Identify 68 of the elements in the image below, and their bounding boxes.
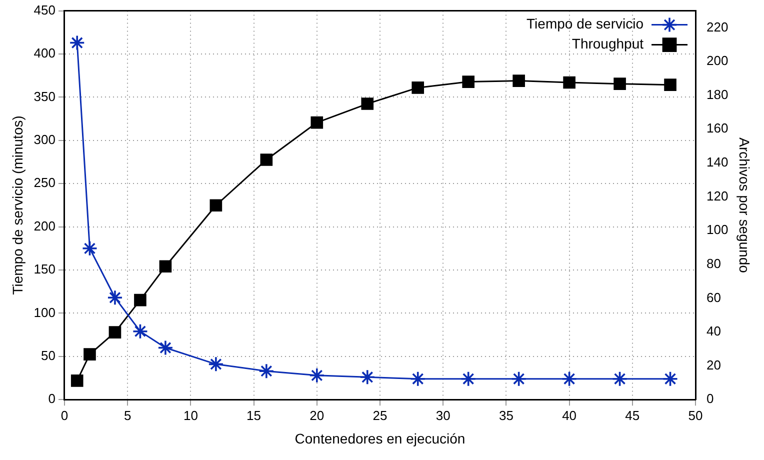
y-tick-label: 250 — [34, 175, 56, 190]
legend-label: Throughput — [572, 36, 644, 52]
point — [258, 363, 274, 379]
point — [70, 374, 84, 387]
y2-tick-label: 180 — [706, 86, 728, 102]
point — [208, 356, 224, 372]
y2-tick-label: 140 — [706, 154, 728, 170]
point — [614, 78, 626, 90]
point — [563, 76, 576, 89]
y-tick-label: 0 — [48, 391, 56, 406]
point — [460, 370, 476, 387]
y-tick-label: 50 — [41, 348, 56, 363]
point — [512, 74, 525, 87]
x-tick-label: 25 — [372, 408, 388, 423]
y2-tick-label: 60 — [706, 290, 721, 305]
y-tick-label: 200 — [34, 218, 56, 234]
point — [662, 370, 678, 387]
point — [132, 323, 148, 340]
y-tick-label: 450 — [34, 2, 56, 18]
legend-label: Tiempo de servicio — [526, 16, 644, 32]
point — [69, 34, 86, 51]
x-tick-label: 30 — [436, 408, 450, 423]
y2-tick-label: 200 — [706, 53, 728, 68]
point — [359, 369, 376, 386]
y2-tick-label: 100 — [706, 222, 728, 238]
y-tick-label: 400 — [34, 46, 56, 61]
point — [612, 370, 628, 387]
y2-tick-label: 160 — [706, 120, 728, 136]
point — [561, 370, 578, 387]
point — [107, 290, 123, 306]
x-tick-label: 45 — [625, 408, 640, 423]
x-tick-label: 0 — [60, 408, 68, 423]
y2-tick-label: 40 — [706, 324, 721, 339]
x-tick-label: 15 — [246, 408, 262, 423]
point — [82, 240, 98, 256]
point — [462, 76, 474, 88]
x-tick-label: 35 — [498, 408, 514, 423]
point — [361, 98, 374, 110]
y-axis-title: Tiempo de servicio (minutos) — [9, 116, 26, 295]
x-axis-title: Contenedores en ejecución — [294, 430, 466, 446]
point — [108, 326, 122, 338]
point — [210, 199, 222, 212]
x-tick-label: 10 — [183, 408, 198, 423]
point — [664, 78, 676, 91]
point — [410, 370, 426, 387]
y2-tick-label: 220 — [706, 19, 728, 34]
y-tick-label: 150 — [34, 262, 56, 277]
y2-axis-title: Archivos por segundo — [736, 137, 753, 274]
x-tick-label: 20 — [310, 408, 324, 423]
point — [412, 82, 424, 94]
point — [309, 368, 325, 384]
y-tick-label: 350 — [34, 88, 56, 104]
y-tick-label: 100 — [34, 304, 56, 320]
y2-tick-label: 0 — [706, 391, 714, 406]
y2-tick-label: 20 — [706, 357, 721, 372]
point — [510, 370, 527, 387]
point — [158, 340, 174, 356]
point — [260, 154, 273, 166]
point — [134, 294, 146, 306]
point — [310, 116, 324, 129]
x-tick-label: 40 — [562, 408, 577, 423]
x-tick-label: 50 — [688, 408, 703, 423]
y2-tick-label: 80 — [706, 256, 721, 271]
point — [84, 348, 96, 360]
y-tick-label: 300 — [34, 132, 56, 147]
x-tick-label: 5 — [124, 408, 132, 423]
point — [159, 260, 172, 273]
y2-tick-label: 120 — [706, 188, 728, 204]
